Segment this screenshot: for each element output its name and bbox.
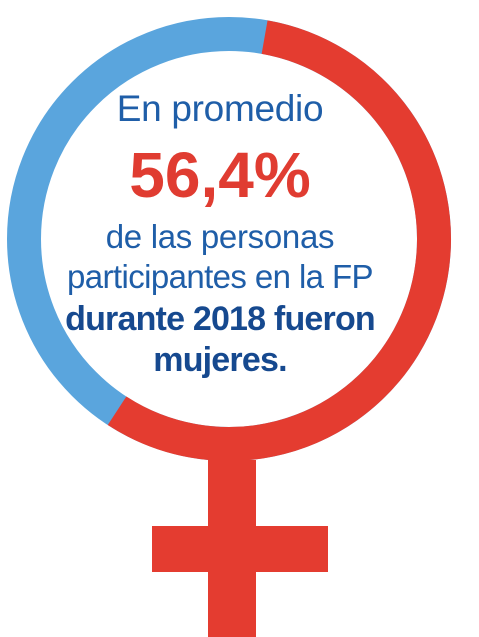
highlight-text-1: durante 2018 fueron: [65, 300, 376, 338]
percent-value: 56,4%: [40, 138, 400, 212]
highlight-line-1: durante 2018 fueron: [40, 300, 400, 339]
description-text-1: de las personas: [105, 218, 335, 255]
percent-label: 56,4%: [129, 139, 311, 211]
cross-bar: [152, 526, 328, 572]
intro-label: En promedio: [116, 88, 324, 129]
description-line-2: participantes en la FP: [40, 258, 400, 296]
description-line-1: de las personas: [40, 218, 400, 256]
highlight-text-2: mujeres.: [153, 341, 287, 379]
description-text-2: participantes en la FP: [67, 258, 374, 295]
intro-text: En promedio: [40, 88, 400, 130]
female-share-ring-segment: [7, 17, 451, 461]
highlight-line-2: mujeres.: [40, 341, 400, 380]
